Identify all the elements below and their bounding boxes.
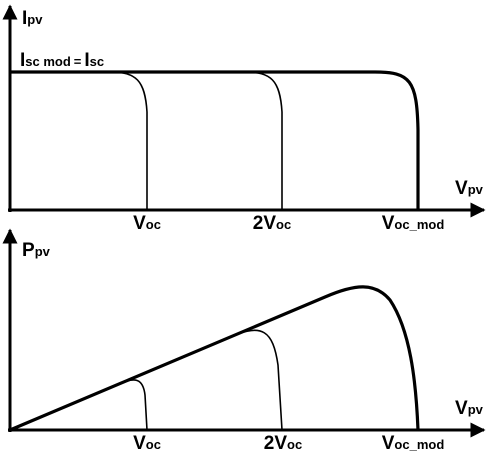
- iv-curve: [10, 71, 148, 210]
- x-mark: Voc_mod: [382, 213, 445, 234]
- iv-curve: [147, 71, 283, 210]
- x-label: Vpv: [455, 178, 484, 199]
- label-part: 2V: [264, 433, 288, 454]
- label-part: V: [455, 398, 468, 419]
- x-mark: 2Voc: [264, 433, 302, 454]
- label-part: oc: [287, 437, 302, 452]
- label-part: V: [133, 433, 146, 454]
- label-part: pv: [468, 182, 484, 197]
- y-label: Ipv: [22, 8, 43, 29]
- label-part: pv: [35, 244, 51, 259]
- label-part: I: [84, 50, 89, 71]
- label-part: P: [22, 240, 35, 261]
- label-part: oc_mod: [394, 217, 444, 232]
- label-part: V: [382, 433, 395, 454]
- iv-curve-mod: [10, 70, 420, 210]
- x-label: Vpv: [455, 398, 484, 419]
- label-part: oc: [146, 437, 161, 452]
- pv-curve: [117, 379, 148, 431]
- label-part: sc: [90, 54, 104, 69]
- y-label: Ppv: [22, 240, 51, 261]
- x-mark: Voc: [133, 433, 161, 454]
- label-part: oc_mod: [394, 437, 444, 452]
- label-part: pv: [27, 12, 43, 27]
- x-mark: Voc: [133, 213, 161, 234]
- curve-label: Isc mod = Isc: [20, 50, 104, 71]
- label-part: I: [20, 50, 25, 71]
- pv-curve-mod: [9, 285, 420, 432]
- x-mark: Voc_mod: [382, 433, 445, 454]
- label-part: sc mod: [25, 54, 71, 69]
- label-part: oc: [146, 217, 161, 232]
- label-part: 2V: [253, 213, 277, 234]
- label-part: V: [455, 178, 468, 199]
- x-mark: 2Voc: [253, 213, 291, 234]
- label-part: V: [133, 213, 146, 234]
- label-part: oc: [276, 217, 291, 232]
- label-part: I: [22, 8, 27, 29]
- label-part: pv: [468, 402, 484, 417]
- label-part: V: [382, 213, 395, 234]
- label-part: =: [74, 54, 82, 69]
- pv-curve: [231, 329, 283, 431]
